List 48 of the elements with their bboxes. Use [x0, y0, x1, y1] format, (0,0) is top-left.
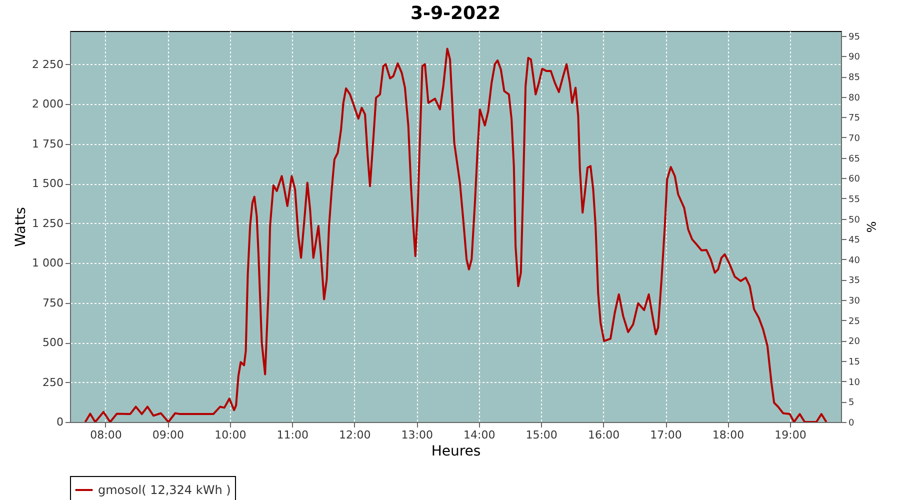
- y2-axis-title: %: [864, 221, 878, 233]
- x-tick-label: 19:00: [774, 428, 806, 442]
- y2-tick-label: 10: [848, 378, 860, 388]
- y2-tick-label: 60: [848, 174, 860, 185]
- y-axis-title: Watts: [13, 207, 30, 247]
- y2-tick-label: 40: [848, 256, 860, 266]
- x-tick-label: 08:00: [90, 428, 122, 442]
- y2-tick-label: 0: [848, 418, 854, 428]
- y2-tick-label: 80: [848, 93, 860, 104]
- y2-tick-label: 30: [848, 296, 860, 307]
- y2-tick-label: 35: [848, 276, 860, 286]
- x-tick-label: 09:00: [152, 428, 184, 442]
- y2-tick-label: 65: [848, 154, 860, 164]
- x-tick-label: 14:00: [463, 428, 496, 442]
- y-tick-label: 2 250: [32, 58, 64, 71]
- y-tick-label: 250: [42, 376, 64, 389]
- x-tick-label: 15:00: [526, 428, 558, 442]
- y-tick-label: 1 500: [32, 177, 64, 190]
- y2-tick-label: 70: [848, 134, 860, 144]
- y2-tick-label: 25: [848, 316, 860, 327]
- y-tick-label: 1 750: [32, 137, 64, 150]
- x-tick-label: 10:00: [214, 428, 246, 442]
- x-tick-label: 16:00: [588, 428, 620, 442]
- y-tick-label: 500: [42, 336, 64, 350]
- y2-tick-label: 55: [848, 194, 860, 205]
- y2-tick-label: 15: [848, 358, 860, 368]
- y-tick-label: 1 250: [32, 216, 64, 230]
- y-tick-label: 1 000: [32, 256, 64, 270]
- y-tick-label: 0: [56, 416, 64, 428]
- y2-tick-label: 50: [848, 215, 860, 226]
- x-axis-title: Heures: [431, 444, 481, 460]
- y2-tick-label: 20: [848, 337, 860, 348]
- y-tick-label: 750: [42, 296, 64, 310]
- y2-tick-label: 75: [848, 114, 860, 124]
- legend-label: gmosol( 12,324 kWh ): [98, 483, 231, 497]
- y-tick-label: 2 000: [32, 98, 64, 111]
- x-tick-label: 11:00: [276, 428, 309, 442]
- x-tick-label: 13:00: [401, 428, 433, 442]
- x-tick-label: 17:00: [650, 428, 682, 442]
- chart-title: 3-9-2022: [410, 3, 501, 24]
- x-tick-label: 18:00: [712, 428, 744, 442]
- y2-tick-label: 90: [848, 52, 860, 63]
- y2-tick-label: 45: [848, 236, 860, 246]
- y2-tick-label: 5: [848, 398, 854, 408]
- x-tick-label: 12:00: [339, 428, 371, 442]
- y2-tick-label: 95: [848, 32, 860, 42]
- line-series: [84, 48, 828, 422]
- y2-tick-label: 85: [848, 73, 860, 84]
